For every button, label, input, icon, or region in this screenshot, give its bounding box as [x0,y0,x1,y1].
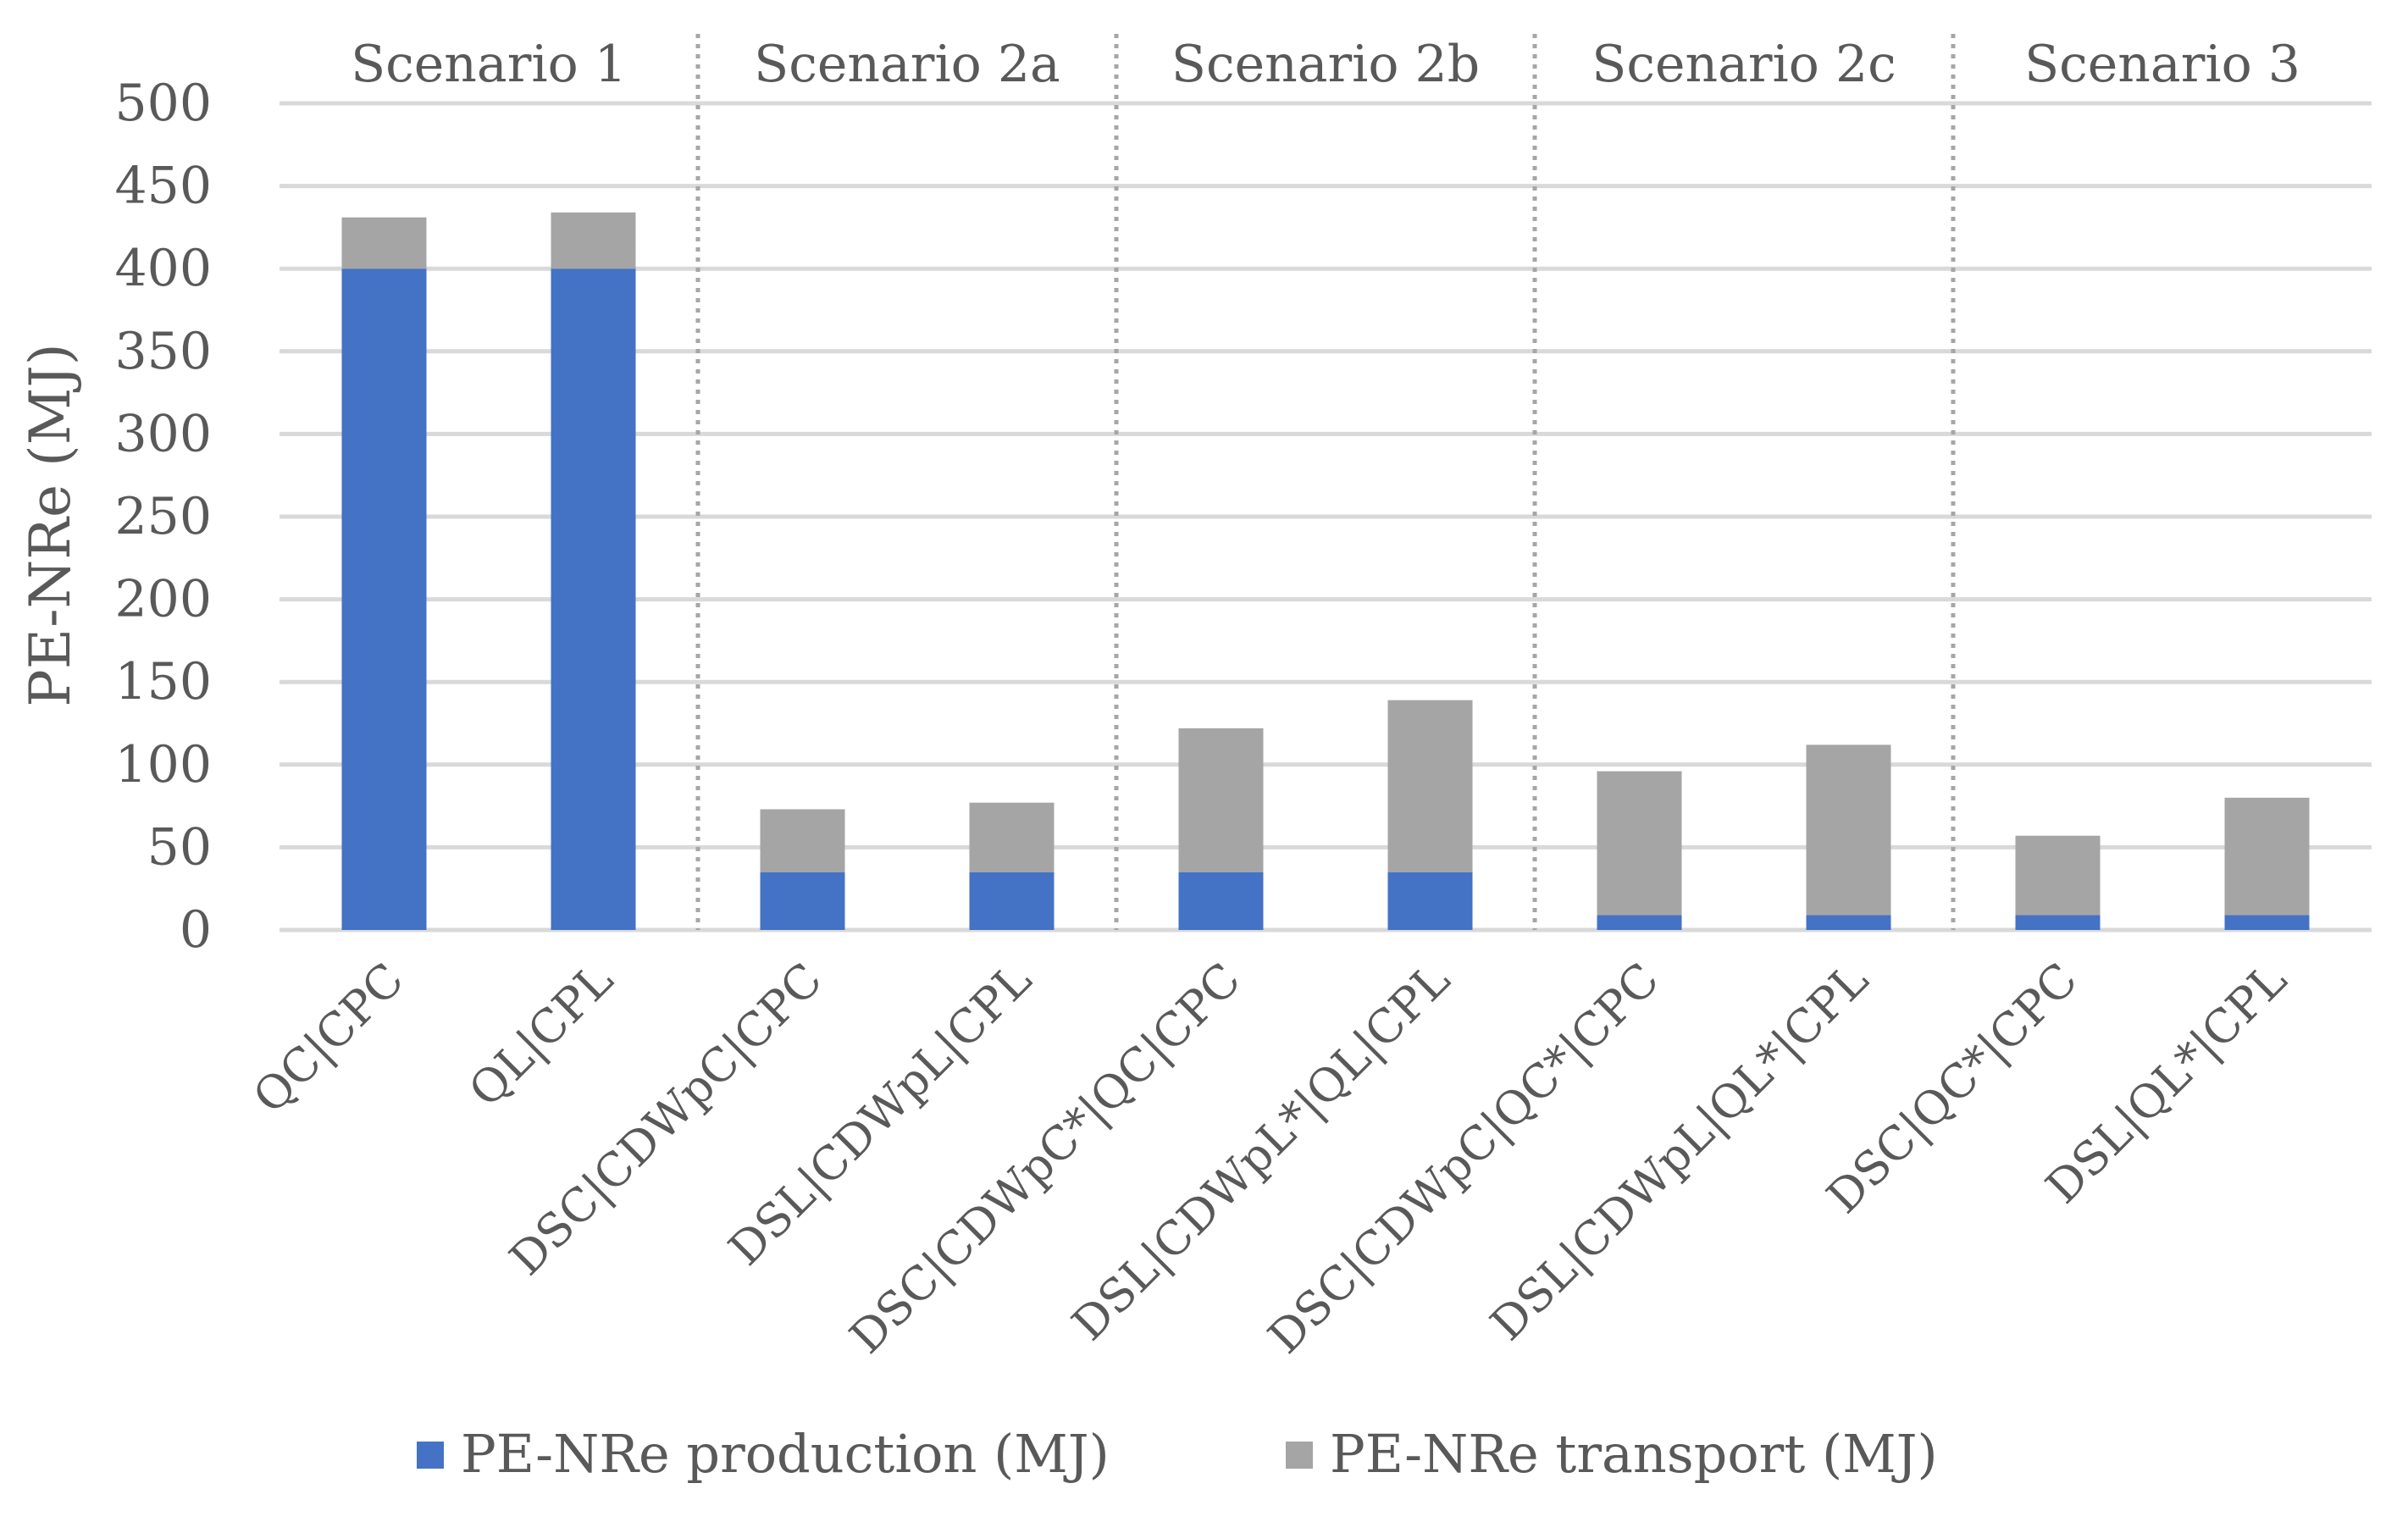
bar-transport-dsc-qc-cpc [2015,835,2101,916]
category-labels: QC|CPC QL|CPLDSC|CDWpC|CPCDSL|CDWpL|CPLDS… [243,953,2297,1364]
bar-transport-qc-cpc [341,217,427,269]
bar-production-dsc-cdwpc-qc-cpc [1597,915,1682,930]
category-label-dsl-cdwpl-ql-cpl: DSL|CDWpL*|QL|CPL [1062,953,1460,1351]
legend-label-transport: PE-NRe transport (MJ) [1330,1423,1938,1485]
scenario-label-5: Scenario 3 [2024,35,2300,94]
y-axis-ticks: 0 50 100 150 200 250 300 350 400 450 500 [114,74,212,960]
y-tick-label-200: 200 [114,570,212,629]
y-tick-label-150: 150 [114,652,212,711]
category-label-dsc-cdwpc-qc-cpc: DSC|CDWpC|QC*|CPC [1258,953,1669,1364]
y-tick-label-500: 500 [114,74,212,133]
legend-swatch-transport [1286,1442,1313,1469]
bar-transport-dsl-cdwpl-ql-cpl [1387,700,1473,872]
y-axis-label: PE-NRe (MJ) [18,343,83,706]
bar-production-ql-cpl [551,268,636,930]
y-tick-label-0: 0 [180,900,212,960]
bar-production-dsc-cdwpc-cpc [760,872,845,930]
bar-production-dsl-cdwpl-cpl [969,872,1055,930]
y-tick-label-300: 300 [114,404,212,463]
scenario-label-1: Scenario 1 [351,35,627,94]
bar-transport-ql-cpl [551,212,636,269]
category-label-ql-cpl: QL|CPL [458,953,623,1117]
bar-production-dsl-cdwpl-ql-cpl [1806,915,1891,930]
y-tick-label-450: 450 [114,157,212,216]
bar-transport-dsl-cdwpl-cpl [969,802,1055,872]
bar-production-dsc-cdwpc-qc-cpc [1178,872,1264,930]
bar-production-dsc-qc-cpc [2015,915,2101,930]
scenario-label-4: Scenario 2c [1591,35,1896,94]
y-tick-label-100: 100 [114,735,212,794]
category-label-qc-cpc: QC|CPC [243,953,414,1124]
bar-transport-dsl-ql-cpl [2224,797,2310,916]
scenario-labels: Scenario 1 Scenario 2a Scenario 2b Scenario… [351,35,2300,94]
bar-transport-dsl-cdwpl-ql-cpl [1806,744,1891,916]
bar-production-dsl-ql-cpl [2224,915,2310,930]
bars [341,212,2310,930]
y-tick-label-400: 400 [114,239,212,298]
legend-swatch-production [417,1442,444,1469]
bar-production-dsl-cdwpl-ql-cpl [1387,872,1473,930]
bar-transport-dsc-cdwpc-cpc [760,809,845,872]
legend-label-production: PE-NRe production (MJ) [461,1423,1110,1485]
scenario-label-3: Scenario 2b [1171,35,1480,94]
y-tick-label-250: 250 [114,487,212,546]
y-tick-label-350: 350 [114,322,212,381]
legend: PE-NRe production (MJ) PE-NRe transport … [417,1423,1938,1485]
scenario-label-2: Scenario 2a [754,35,1060,94]
bar-transport-dsc-cdwpc-qc-cpc [1597,771,1682,916]
category-label-dsc-cdwpc-qc-cpc: DSC|CDWpC*|QC|CPC [839,953,1251,1364]
bar-transport-dsc-cdwpc-qc-cpc [1178,728,1264,872]
y-tick-label-50: 50 [147,817,212,877]
scenario-separators [695,34,1956,930]
category-label-dsl-cdwpl-ql-cpl: DSL|CDWpL|QL*|CPL [1481,953,1879,1351]
bar-production-qc-cpc [341,268,427,930]
